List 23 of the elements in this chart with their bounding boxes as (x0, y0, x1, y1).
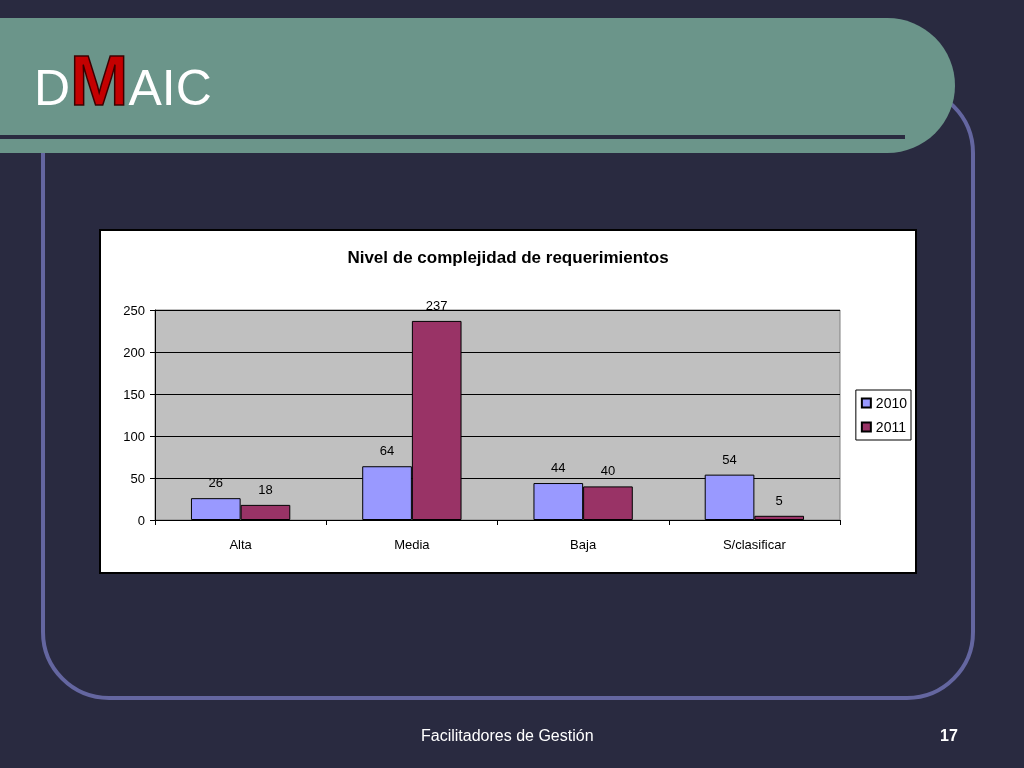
data-label: 237 (425, 297, 448, 313)
x-tick-label: Alta (229, 537, 253, 552)
text: 17 (940, 726, 958, 746)
chart-title: Nivel de complejidad de requerimientos (347, 248, 669, 267)
data-label: 18 (258, 481, 273, 497)
legend-label: 2011 (875, 419, 907, 435)
x-tick-label: Media (394, 537, 431, 552)
y-tick-label: 100 (123, 428, 145, 444)
x-tick-label: S/clasificar (722, 537, 787, 552)
y-tick-label: 50 (130, 470, 145, 486)
data-label: 64 (379, 443, 395, 459)
y-tick-label: 200 (123, 344, 145, 360)
legend-label: 2010 (875, 395, 908, 411)
x-tick-label: Baja (570, 537, 597, 552)
y-tick-label: 250 (123, 302, 145, 318)
text: Facilitadores de Gestión (421, 726, 594, 746)
data-label: 44 (551, 460, 566, 476)
text: DMAIC (34, 42, 212, 120)
data-label: 54 (722, 451, 737, 467)
y-tick-label: 0 (137, 512, 145, 528)
data-label: 40 (600, 463, 616, 479)
y-tick-label: 150 (123, 386, 145, 402)
data-label: 5 (775, 492, 783, 508)
